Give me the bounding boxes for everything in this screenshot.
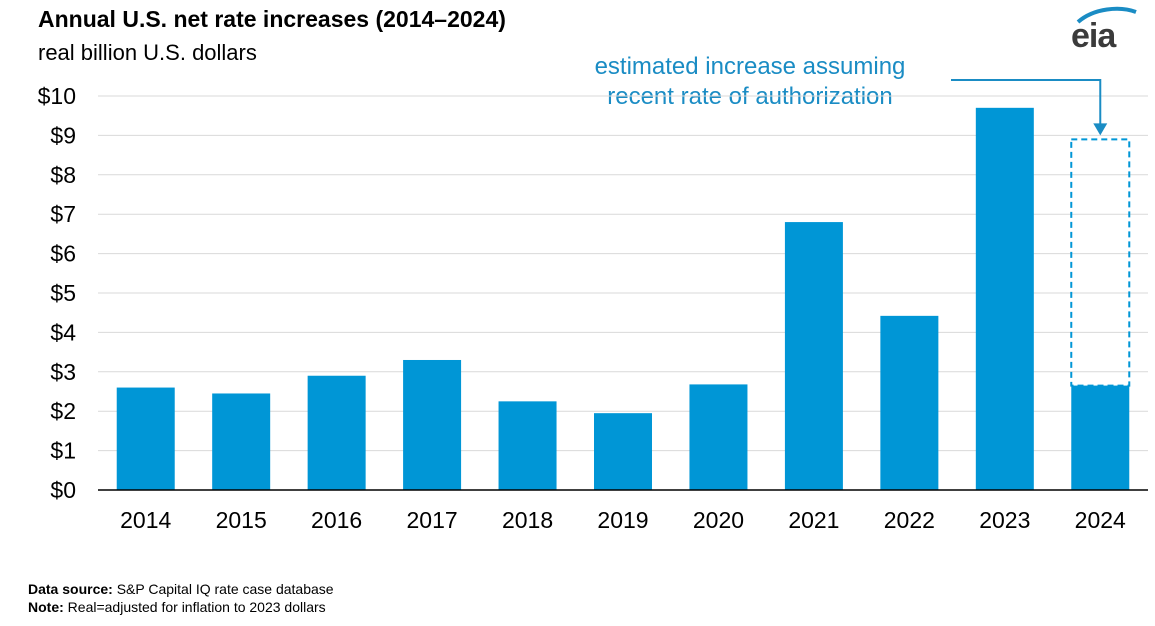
bar <box>975 107 1034 490</box>
x-tick-label: 2017 <box>407 507 458 533</box>
bar <box>880 315 939 490</box>
note: Note: Real=adjusted for inflation to 202… <box>28 599 326 615</box>
bar <box>594 413 652 490</box>
note-label: Note: <box>28 599 64 615</box>
x-tick-label: 2019 <box>597 507 648 533</box>
chart-title: Annual U.S. net rate increases (2014–202… <box>38 6 506 32</box>
eia-logo-text: eia <box>1071 17 1116 55</box>
bar <box>498 401 557 490</box>
y-tick-label: $8 <box>50 162 76 188</box>
y-tick-label: $1 <box>50 438 76 464</box>
y-tick-label: $6 <box>50 241 76 267</box>
x-tick-label: 2022 <box>884 507 935 533</box>
bar <box>307 375 366 490</box>
x-tick-label: 2020 <box>693 507 744 533</box>
annotation-connector <box>951 79 1102 126</box>
x-tick-label: 2024 <box>1075 507 1126 533</box>
y-tick-label: $2 <box>50 398 76 424</box>
chart-subtitle: real billion U.S. dollars <box>38 40 257 65</box>
bar <box>212 393 271 490</box>
bar <box>403 359 462 490</box>
x-tick-label: 2014 <box>120 507 171 533</box>
x-tick-label: 2015 <box>216 507 267 533</box>
bar <box>784 222 843 490</box>
data-source-text: S&P Capital IQ rate case database <box>116 581 334 597</box>
y-tick-label: $5 <box>50 280 76 306</box>
annotation-line-1: estimated increase assuming <box>594 53 906 80</box>
x-tick-label: 2023 <box>979 507 1030 533</box>
note-text: Real=adjusted for inflation to 2023 doll… <box>67 599 326 615</box>
x-tick-label: 2016 <box>311 507 362 533</box>
data-source-label: Data source: <box>28 581 113 597</box>
eia-logo-icon <box>1076 6 1137 24</box>
bar <box>116 387 175 490</box>
y-tick-label: $3 <box>50 359 76 385</box>
y-tick-label: $0 <box>50 477 76 503</box>
y-tick-label: $10 <box>38 83 76 109</box>
bar <box>1071 385 1130 490</box>
y-tick-label: $9 <box>50 122 76 148</box>
annotation-arrowhead-icon <box>1093 123 1108 136</box>
x-tick-label: 2021 <box>788 507 839 533</box>
bar <box>689 384 748 490</box>
y-tick-label: $7 <box>50 201 76 227</box>
y-tick-label: $4 <box>50 319 76 345</box>
x-tick-label: 2018 <box>502 507 553 533</box>
data-source: Data source: S&P Capital IQ rate case da… <box>28 581 334 597</box>
estimated-bar <box>1070 138 1131 387</box>
